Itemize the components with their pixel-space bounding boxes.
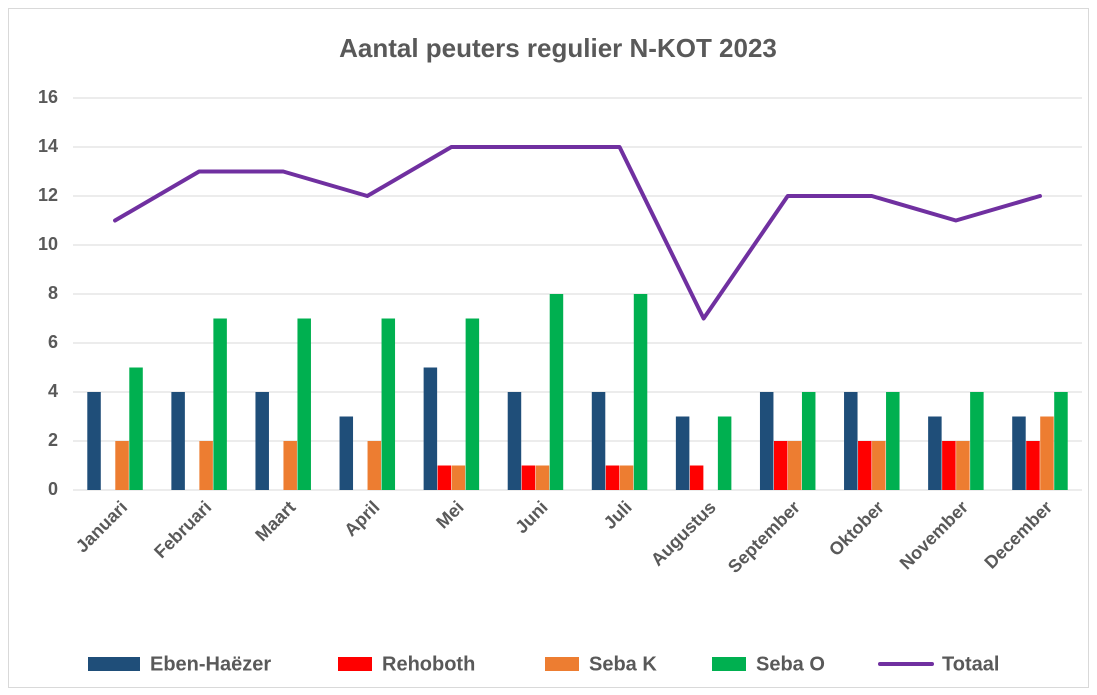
- legend-label: Rehoboth: [382, 653, 475, 675]
- legend-swatch: [338, 657, 372, 671]
- line: [113, 145, 1042, 321]
- bar: [171, 392, 185, 490]
- bar: [773, 441, 788, 490]
- bar: [535, 465, 550, 490]
- bar: [549, 294, 564, 490]
- bar: [381, 318, 396, 490]
- bar: [886, 392, 900, 490]
- legend-label: Totaal: [942, 653, 999, 675]
- bar: [1040, 416, 1054, 490]
- bar: [1026, 441, 1040, 490]
- bar: [437, 465, 452, 490]
- bar: [970, 392, 984, 490]
- bar: [717, 416, 732, 490]
- chart-title: Aantal peuters regulier N-KOT 2023: [339, 33, 777, 63]
- bar: [521, 465, 536, 490]
- y-tick-label: 12: [38, 185, 58, 205]
- legend-swatch: [88, 657, 140, 671]
- legend-swatch: [545, 657, 579, 671]
- bar: [591, 392, 606, 490]
- bar: [759, 392, 774, 490]
- bar: [213, 318, 227, 490]
- bar: [956, 441, 970, 490]
- bar: [633, 294, 648, 490]
- bar: [297, 318, 311, 490]
- legend-swatch: [712, 657, 746, 671]
- legend-label: Seba O: [756, 653, 825, 675]
- bar: [872, 441, 886, 490]
- bar: [787, 441, 802, 490]
- chart-border: [8, 8, 1089, 688]
- bar: [928, 416, 942, 490]
- y-tick-label: 16: [38, 87, 58, 107]
- bar: [801, 392, 816, 490]
- y-tick-label: 14: [38, 136, 58, 156]
- bar: [199, 441, 213, 490]
- bar: [942, 441, 956, 490]
- bar: [858, 441, 872, 490]
- legend-label: Seba K: [589, 653, 657, 675]
- y-tick-label: 0: [48, 479, 58, 499]
- bar: [115, 441, 129, 490]
- y-tick-label: 2: [48, 430, 58, 450]
- bar: [451, 465, 466, 490]
- y-tick-label: 10: [38, 234, 58, 254]
- bar: [129, 367, 143, 490]
- bar: [844, 392, 858, 490]
- bar: [619, 465, 634, 490]
- y-tick-label: 8: [48, 283, 58, 303]
- bar: [255, 392, 269, 490]
- bar: [507, 392, 522, 490]
- bar: [339, 416, 354, 490]
- bar: [689, 465, 704, 490]
- bar: [605, 465, 620, 490]
- bar: [283, 441, 297, 490]
- bar: [465, 318, 480, 490]
- bar: [1054, 392, 1068, 490]
- bar: [367, 441, 382, 490]
- bar: [1012, 416, 1026, 490]
- bar: [423, 367, 438, 490]
- y-tick-label: 4: [48, 381, 58, 401]
- bar: [87, 392, 101, 490]
- legend-label: Eben-Haëzer: [150, 653, 271, 675]
- bar: [675, 416, 690, 490]
- y-tick-label: 6: [48, 332, 58, 352]
